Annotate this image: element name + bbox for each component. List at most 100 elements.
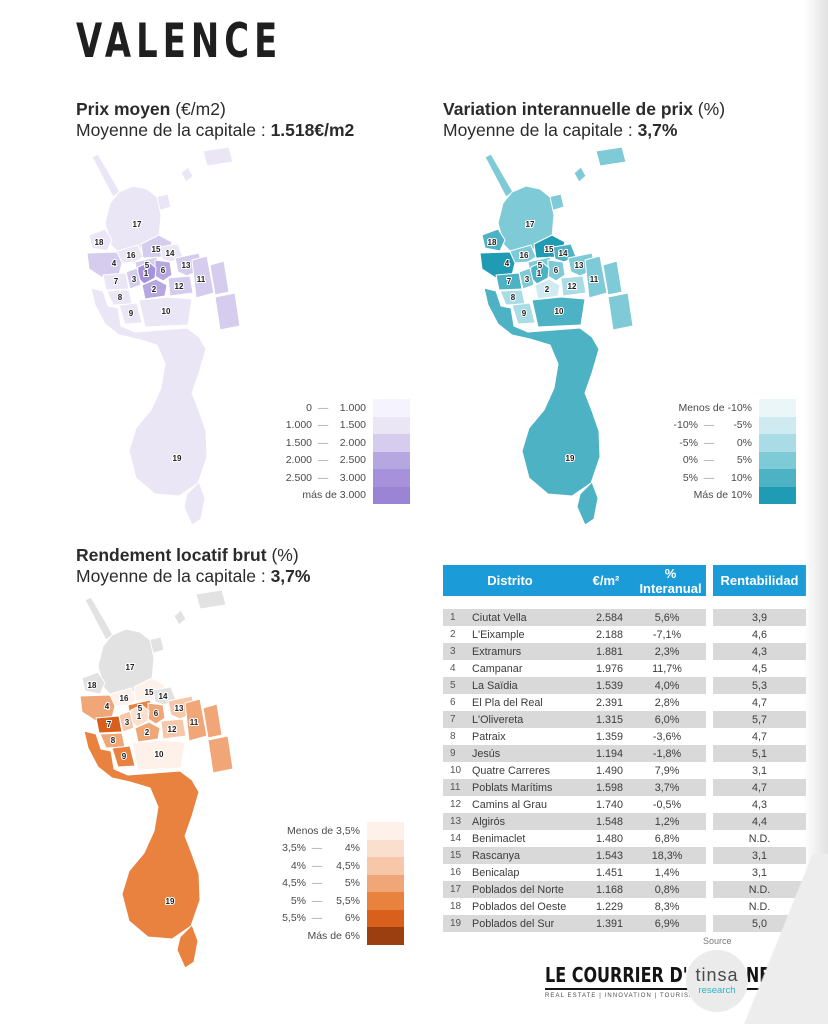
district-label-11: 11 <box>197 275 206 284</box>
district-label-13: 13 <box>575 261 584 270</box>
legend-band-to: 5% <box>736 454 752 467</box>
legend-band-dash: — <box>311 912 323 925</box>
district-label-10: 10 <box>155 750 164 759</box>
source-label: Source <box>703 936 732 946</box>
table-row-renta: 4,7 <box>713 694 806 711</box>
district-label-16: 16 <box>127 251 136 260</box>
district-shape-11 <box>584 255 608 299</box>
table-row-renta: 4,6 <box>713 626 806 643</box>
legend-swatch <box>367 909 404 927</box>
legend-band-label: Menos de -10% <box>678 401 752 414</box>
legend-band-to: 10% <box>730 471 752 484</box>
table-main-block: Distrito €/m² % Interanual 1 Ciutat Vella… <box>443 565 706 932</box>
district-label-17: 17 <box>126 663 135 672</box>
legend-swatch <box>373 399 410 417</box>
district-label-5: 5 <box>538 261 543 270</box>
district-shape-12 <box>167 275 194 297</box>
cell-interanual: 0,8% <box>654 883 680 896</box>
district-label-10: 10 <box>555 307 564 316</box>
legend-band-to: 3.000 <box>339 471 366 484</box>
table-row: 7 L'Olivereta 1.315 6,0% <box>443 711 706 728</box>
legend-band-dash: — <box>317 401 329 414</box>
cell-price: 1.598 <box>595 781 624 794</box>
cell-district-name: Benimaclet <box>472 832 526 845</box>
legend-swatch <box>759 469 796 487</box>
legend-row: Menos de -10% <box>662 399 796 417</box>
yield-subtitle-label: Moyenne de la capitale : <box>76 565 271 586</box>
table-renta-block: Rentabilidad 3,9 4,6 4,3 4,5 5,3 4,7 5,7 4,7 5,1… <box>713 565 806 932</box>
district-label-19: 19 <box>566 454 575 463</box>
cell-price: 1.976 <box>595 662 624 675</box>
cell-price: 1.740 <box>595 798 624 811</box>
legend-swatch <box>759 399 796 417</box>
district-extra-shape-19 <box>576 481 599 525</box>
cell-interanual: -1,8% <box>652 747 682 760</box>
district-extra-shape-17 <box>595 146 627 167</box>
district-shape-10 <box>131 739 186 771</box>
legend-swatch <box>373 416 410 434</box>
header-price: €/m² <box>592 573 620 588</box>
price-average-value: 1.518€/m2 <box>270 119 355 140</box>
table-row-renta: 3,9 <box>713 609 806 626</box>
legend-row: 3,5% — 4% <box>270 839 404 857</box>
legend-band-dash: — <box>703 454 715 467</box>
cell-district-name: Patraix <box>472 730 506 743</box>
district-label-3: 3 <box>525 275 530 284</box>
district-extra-shape-17 <box>91 153 121 198</box>
legend-band-to: 4,5% <box>336 859 360 872</box>
cell-interanual: 4,0% <box>654 679 680 692</box>
cell-interanual: -3,6% <box>652 730 682 743</box>
district-shape-10 <box>531 296 586 328</box>
section-header-variation: Variation interannuelle de prix (%) Moye… <box>443 99 725 140</box>
table-row: 16 Benicalap 1.451 1,4% <box>443 864 706 881</box>
cell-district-number: 8 <box>450 731 456 742</box>
district-label-7: 7 <box>107 720 112 729</box>
cell-rentabilidad: 4,3 <box>751 798 767 811</box>
cell-price: 2.188 <box>595 628 624 641</box>
district-label-19: 19 <box>166 897 175 906</box>
legend-band-to: 5% <box>344 877 360 890</box>
cell-interanual: -0,5% <box>652 798 682 811</box>
cell-district-number: 5 <box>450 680 456 691</box>
district-extra-shape-17 <box>573 166 587 183</box>
legend-variation: Menos de -10% -10% — -5% -5% — 0% 0% — 5% 5% — 10% Má… <box>662 399 796 504</box>
table-row-renta: 4,3 <box>713 643 806 660</box>
district-shape-11 <box>184 698 208 742</box>
cell-price: 1.881 <box>595 645 624 658</box>
legend-band-dash: — <box>703 419 715 432</box>
section-header-yield: Rendement locatif brut (%) Moyenne de la… <box>76 545 310 586</box>
table-row-renta: 4,7 <box>713 728 806 745</box>
legend-row: 2.500 — 3.000 <box>276 469 410 487</box>
district-extra-shape-17 <box>484 153 514 198</box>
table-main-rows: 1 Ciutat Vella 2.584 5,6% 2 L'Eixample 2.188 -7… <box>443 609 706 932</box>
legend-band-to: 6% <box>344 912 360 925</box>
page-title: VALENCE <box>76 14 283 69</box>
cell-district-number: 7 <box>450 714 456 725</box>
legend-swatch <box>373 469 410 487</box>
cell-district-name: Poblados del Norte <box>472 883 564 896</box>
legend-swatch <box>367 927 404 945</box>
legend-swatch <box>759 451 796 469</box>
cell-price: 1.315 <box>595 713 624 726</box>
district-label-12: 12 <box>568 282 577 291</box>
district-extra-shape-17 <box>84 596 114 641</box>
district-label-1: 1 <box>537 269 542 278</box>
legend-row: -5% — 0% <box>662 434 796 452</box>
cell-price: 1.229 <box>595 900 624 913</box>
choropleth-map-price: 19 17 18 16 15 4 5 14 13 6 13 7 2 12 11 89 10 <box>86 146 241 525</box>
legend-row: 0 — 1.000 <box>276 399 410 417</box>
district-label-7: 7 <box>114 277 119 286</box>
tinsa-research-logo: tinsa research <box>686 950 748 1012</box>
table-row: 17 Poblados del Norte 1.168 0,8% <box>443 881 706 898</box>
district-label-6: 6 <box>161 266 166 275</box>
cell-district-number: 1 <box>450 612 456 623</box>
cell-rentabilidad: 4,7 <box>751 696 767 709</box>
district-label-5: 5 <box>145 261 150 270</box>
legend-band-to: 1.500 <box>339 419 366 432</box>
cell-rentabilidad: 5,3 <box>751 679 767 692</box>
cell-interanual: 18,3% <box>651 849 683 862</box>
legend-band-dash: — <box>317 471 329 484</box>
table-row: 9 Jesús 1.194 -1,8% <box>443 745 706 762</box>
district-label-9: 9 <box>122 752 127 761</box>
